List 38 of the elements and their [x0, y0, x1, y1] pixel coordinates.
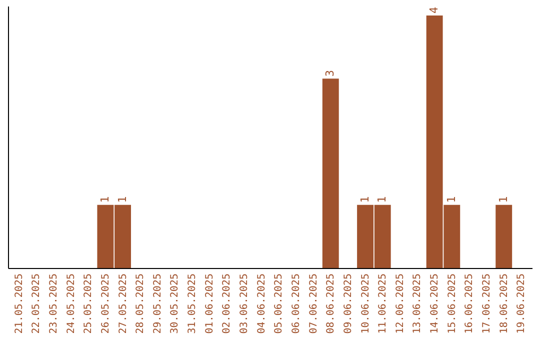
x-tick-label: 05.06.2025: [274, 274, 285, 334]
data-label: 1: [116, 196, 129, 203]
x-tick-label: 04.06.2025: [256, 274, 268, 334]
x-tick-label: 29.05.2025: [152, 274, 164, 334]
x-tick-label: 07.06.2025: [308, 274, 320, 334]
data-label: 3: [324, 70, 337, 77]
x-tick-label: 09.06.2025: [342, 274, 354, 334]
x-tick-label: 16.06.2025: [464, 274, 476, 334]
x-tick-label: 22.05.2025: [31, 274, 42, 334]
x-tick-label: 08.06.2025: [326, 274, 337, 334]
x-tick-label: 30.05.2025: [170, 274, 181, 334]
x-tick-label: 19.06.2025: [516, 274, 528, 334]
x-tick-label: 02.06.2025: [222, 274, 233, 334]
x-tick-label: 24.05.2025: [66, 274, 77, 334]
data-label: 1: [98, 196, 112, 203]
x-tick-label: 23.05.2025: [48, 274, 60, 334]
data-label: 1: [376, 196, 389, 203]
x-tick-label: 03.06.2025: [239, 274, 250, 334]
x-tick-label: 01.06.2025: [204, 274, 216, 334]
x-tick-label: 14.06.2025: [430, 274, 441, 334]
x-tick-label: 11.06.2025: [378, 274, 389, 334]
x-tick-label: 27.05.2025: [118, 274, 129, 334]
x-tick-label: 18.06.2025: [498, 274, 510, 334]
data-label: 1: [358, 196, 372, 203]
data-label: 4: [428, 6, 441, 14]
x-tick-label: 21.05.2025: [14, 274, 25, 334]
x-tick-label: 26.05.2025: [100, 274, 112, 334]
x-tick-label: 10.06.2025: [360, 274, 372, 334]
data-label: 1: [496, 196, 510, 203]
x-tick-label: 31.05.2025: [187, 274, 198, 334]
x-tick-label: 25.05.2025: [83, 274, 94, 334]
x-tick-label: 13.06.2025: [412, 274, 424, 334]
data-label: 1: [444, 196, 458, 203]
x-tick-label: 15.06.2025: [446, 274, 458, 334]
x-tick-label: 17.06.2025: [482, 274, 493, 334]
x-tick-label: 06.06.2025: [290, 274, 302, 334]
x-tick-label: 28.05.2025: [135, 274, 146, 334]
x-tick-label: 12.06.2025: [394, 274, 406, 334]
